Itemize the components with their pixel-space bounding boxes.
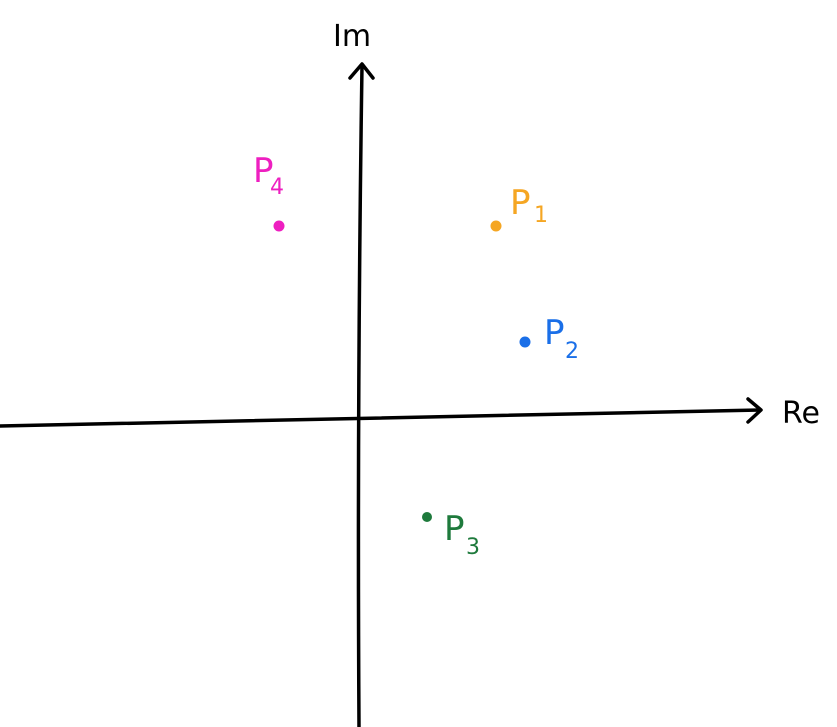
point-p1-letter: P [510,183,531,223]
point-p2-letter: P [544,313,565,353]
point-p1: P 1 [490,183,548,232]
point-p3-letter: P [444,509,465,549]
point-p4-dot [273,220,285,232]
point-p3: P 3 [422,509,480,560]
point-p1-subscript: 1 [534,203,548,228]
real-axis-arrowhead [746,397,763,424]
point-p3-dot [422,512,432,522]
point-p2-dot [519,336,531,348]
point-p3-subscript: 3 [466,535,480,560]
point-p2-subscript: 2 [565,339,579,364]
real-axis [0,408,762,428]
point-p2: P 2 [519,313,579,364]
imaginary-axis [356,64,364,727]
point-p1-dot [490,220,502,232]
imaginary-axis-arrowhead [348,62,375,80]
imaginary-axis-label: Im [333,19,371,54]
point-p4-subscript: 4 [270,175,284,200]
point-p4: P 4 [253,151,285,232]
point-p4-letter: P [253,151,274,191]
real-axis-label: Re [782,396,820,431]
